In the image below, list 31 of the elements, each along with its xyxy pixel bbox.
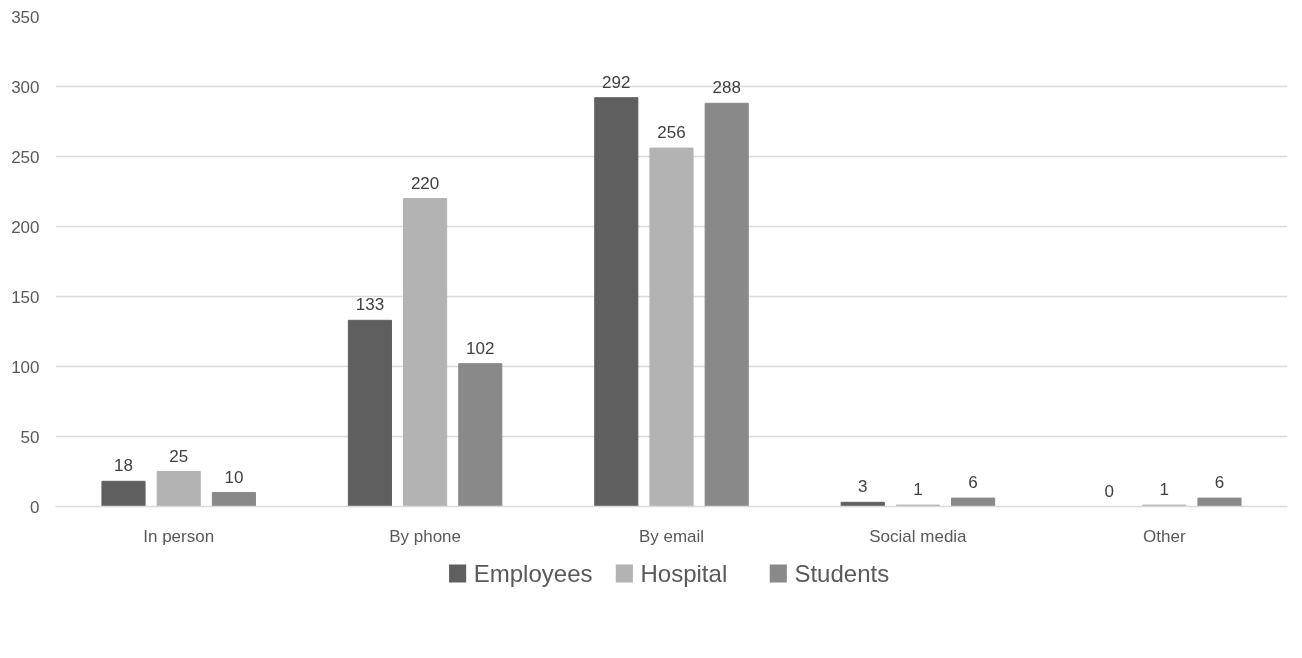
data-label: 0 [1104,481,1114,501]
data-label: 292 [602,72,631,92]
data-label: 1 [913,480,923,500]
data-label: 6 [1214,473,1225,493]
data-label: 18 [114,456,133,476]
y-tick-label: 250 [11,147,40,167]
data-label: 1 [1159,480,1170,500]
y-tick-label: 200 [11,217,40,237]
x-tick-label: Social media [869,526,968,546]
x-tick-label: Other [1143,526,1186,546]
legend-label: Employees [473,560,593,587]
data-label: 220 [410,173,440,193]
y-tick-label: 150 [11,287,40,307]
legend-label: Students [794,560,890,587]
x-tick-label: By phone [389,526,462,546]
y-tick-label: 0 [30,497,40,517]
x-tick-label: In person [143,526,215,546]
x-tick-label: By email [638,526,705,546]
legend-label: Hospital [640,560,728,587]
y-tick-label: 100 [11,357,40,377]
data-label: 3 [857,477,868,497]
y-tick-label: 300 [11,77,40,97]
y-tick-label: 50 [20,427,40,447]
data-label: 256 [657,123,686,143]
y-tick-label: 350 [11,7,40,27]
data-label: 133 [355,295,385,315]
data-label: 288 [712,78,741,98]
data-label: 25 [169,446,189,466]
data-label: 10 [224,467,244,487]
data-label: 6 [968,473,978,493]
data-label: 102 [466,338,495,358]
